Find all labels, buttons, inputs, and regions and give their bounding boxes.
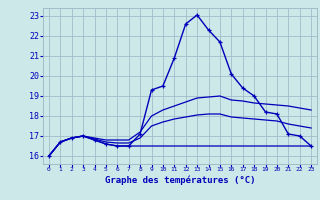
X-axis label: Graphe des températures (°C): Graphe des températures (°C) <box>105 175 255 185</box>
